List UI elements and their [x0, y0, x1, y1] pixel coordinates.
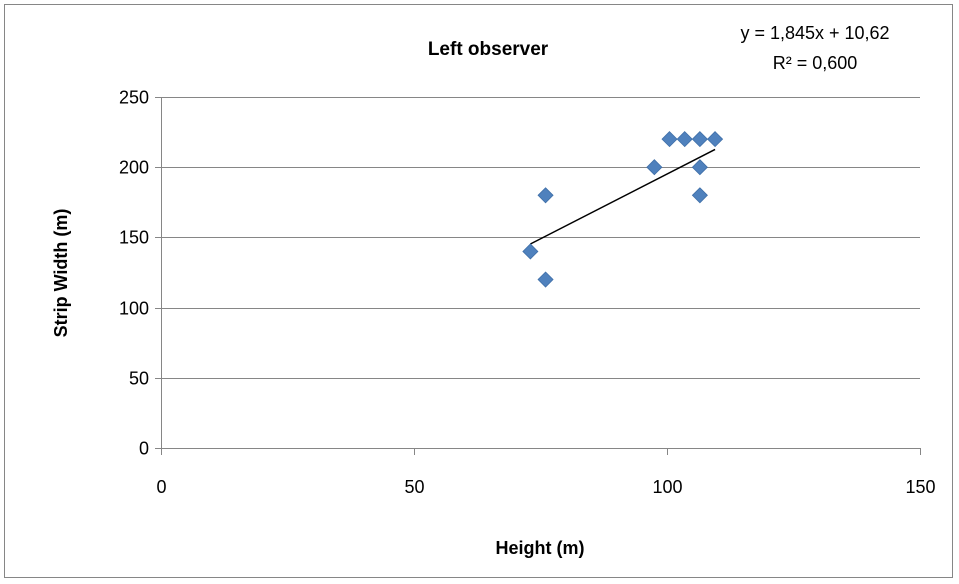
data-point-7 — [691, 159, 708, 176]
x-tick-label: 150 — [905, 477, 935, 497]
y-tick-label: 100 — [119, 299, 149, 319]
trendline-layer — [530, 148, 716, 245]
x-tick-label: 0 — [156, 477, 166, 497]
y-tick-label: 200 — [119, 158, 149, 178]
x-tick-label: 50 — [404, 477, 424, 497]
y-tick-label: 0 — [139, 439, 149, 459]
trendline-r-squared: R² = 0,600 — [773, 53, 858, 73]
trendline-equation: y = 1,845x + 10,62 — [740, 23, 889, 43]
data-point-3 — [646, 159, 663, 176]
data-points — [522, 131, 724, 288]
data-point-5 — [676, 131, 693, 148]
data-point-4 — [661, 131, 678, 148]
y-tick-label: 250 — [119, 88, 149, 108]
chart-frame — [4, 4, 953, 578]
data-point-6 — [691, 131, 708, 148]
axes — [155, 97, 921, 455]
tick-labels: 0 50 100 150 200 250 0 50 100 150 — [119, 88, 936, 498]
y-tick-label: 50 — [129, 369, 149, 389]
data-point-0 — [522, 243, 539, 260]
data-point-2 — [537, 271, 554, 288]
data-point-9 — [707, 131, 724, 148]
y-axis-title: Strip Width (m) — [51, 209, 71, 338]
data-point-8 — [691, 187, 708, 204]
y-tick-label: 150 — [119, 228, 149, 248]
x-tick-label: 100 — [652, 477, 682, 497]
chart-title: Left observer — [428, 39, 549, 60]
data-point-1 — [537, 187, 554, 204]
gridlines — [161, 97, 920, 379]
x-axis-title: Height (m) — [496, 538, 585, 558]
trendline — [530, 148, 716, 245]
